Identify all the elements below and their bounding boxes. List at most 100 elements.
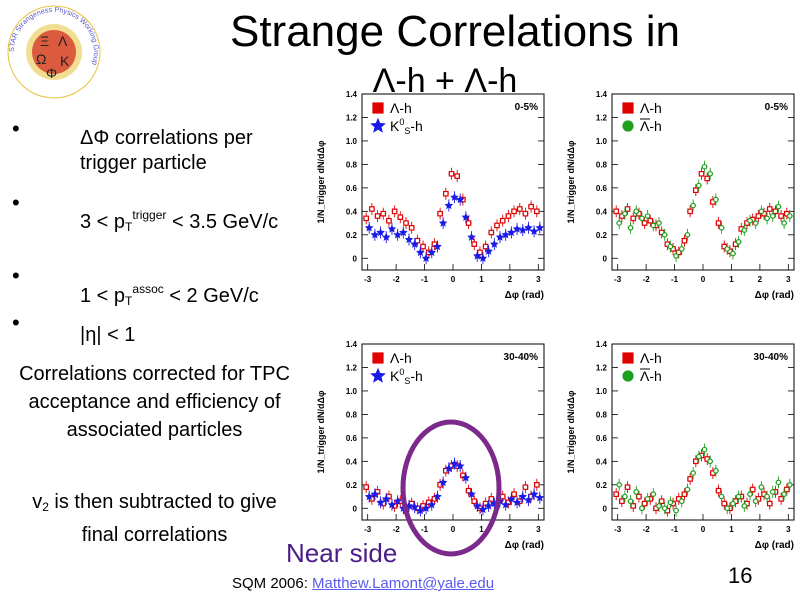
data-point (524, 223, 533, 232)
slide-title-particles: Λ-h + Λ-h (372, 64, 518, 98)
data-point (627, 224, 634, 231)
data-point (490, 239, 499, 248)
y-tick-label: 0.4 (346, 457, 358, 466)
bullet-eta-cut: |η| < 1 (80, 324, 136, 346)
svg-text:Ω: Ω (36, 51, 46, 67)
data-point (467, 489, 476, 498)
star-strangeness-logo: STAR Strangeness Physics Working Group Ξ… (7, 5, 101, 99)
data-point (381, 232, 391, 241)
y-tick-label: 0 (603, 504, 608, 513)
data-point (391, 208, 398, 215)
data-point (715, 220, 722, 226)
data-point (687, 208, 693, 215)
data-point (494, 222, 500, 229)
data-point (690, 202, 696, 209)
data-point (766, 500, 773, 507)
data-point (420, 243, 426, 250)
y-tick-label: 0.2 (596, 231, 608, 240)
data-point (501, 500, 510, 509)
data-series (364, 191, 545, 265)
data-point (522, 210, 529, 217)
data-point (376, 497, 385, 507)
data-point (455, 461, 465, 470)
data-point (718, 493, 725, 500)
bullet-assoc-pt: 1 < pTassoc < 2 GeV/c (80, 282, 259, 308)
legend-marker (372, 352, 384, 364)
data-point (416, 506, 425, 515)
x-tick-label: -2 (643, 525, 651, 534)
data-point (735, 239, 742, 245)
data-point (370, 230, 380, 239)
data-point (393, 230, 402, 239)
data-point (752, 498, 759, 505)
data-point (363, 484, 369, 490)
data-point (484, 501, 493, 510)
data-series (363, 167, 540, 259)
data-point (438, 477, 448, 487)
data-point (656, 220, 662, 226)
x-tick-label: -1 (421, 525, 429, 534)
data-point (488, 229, 495, 236)
y-tick-label: 0.8 (596, 160, 608, 169)
legend-label: Λ-h (640, 350, 662, 366)
data-point (673, 507, 679, 514)
data-point (764, 215, 770, 222)
data-point (381, 494, 391, 503)
data-point (701, 446, 708, 453)
x-tick-label: -3 (614, 525, 622, 534)
legend-label: K0S-h (390, 117, 423, 136)
data-point (741, 227, 748, 233)
y-tick-label: 0.6 (596, 434, 608, 443)
centrality-label: 30-40% (754, 352, 789, 363)
data-point (364, 223, 374, 232)
data-point (747, 217, 753, 224)
x-axis-label: Δφ (rad) (505, 540, 544, 551)
x-axis-label: Δφ (rad) (505, 290, 544, 301)
data-point (529, 489, 539, 498)
x-tick-label: 1 (479, 275, 484, 284)
data-point (477, 249, 483, 256)
data-point (455, 195, 465, 204)
y-axis-label: 1/N_trigger dN/dΔφ (316, 390, 326, 473)
data-point (534, 208, 540, 215)
y-tick-label: 1.4 (346, 90, 358, 99)
near-side-label: Near side (286, 538, 398, 568)
x-tick-label: -1 (421, 275, 429, 284)
data-point (535, 223, 545, 232)
data-point (749, 486, 756, 493)
y-tick-label: 0.4 (346, 207, 358, 216)
data-point (622, 210, 628, 217)
data-point (535, 493, 545, 502)
data-point (641, 220, 648, 226)
y-tick-label: 0 (353, 254, 358, 263)
x-tick-label: 0 (701, 525, 706, 534)
data-point (778, 213, 784, 219)
data-point (410, 239, 419, 248)
x-tick-label: 0 (451, 525, 456, 534)
data-point (518, 225, 528, 234)
x-tick-label: -2 (393, 275, 401, 284)
y-axis-label: 1/N_trigger dN/dΔφ (566, 140, 576, 223)
data-point (644, 496, 651, 502)
data-point (639, 215, 645, 222)
data-point (461, 212, 471, 221)
y-tick-label: 0 (353, 504, 358, 513)
data-point (414, 237, 421, 244)
data-point (507, 494, 516, 503)
y-axis-label: 1/N_trigger dN/dΔφ (566, 390, 576, 473)
data-point (724, 505, 731, 512)
data-point (678, 498, 685, 505)
data-point (408, 224, 415, 231)
data-point (735, 493, 742, 500)
data-point (613, 491, 619, 497)
data-point (529, 226, 539, 235)
data-point (667, 499, 674, 506)
bullet-dot: • (12, 310, 20, 335)
author-email-link[interactable]: Matthew.Lamont@yale.edu (312, 575, 495, 592)
legend-marker (370, 367, 386, 383)
data-point (624, 484, 631, 490)
data-point (386, 217, 392, 224)
data-point (499, 217, 506, 224)
data-point (410, 502, 419, 511)
x-axis-label: Δφ (rad) (755, 540, 794, 551)
